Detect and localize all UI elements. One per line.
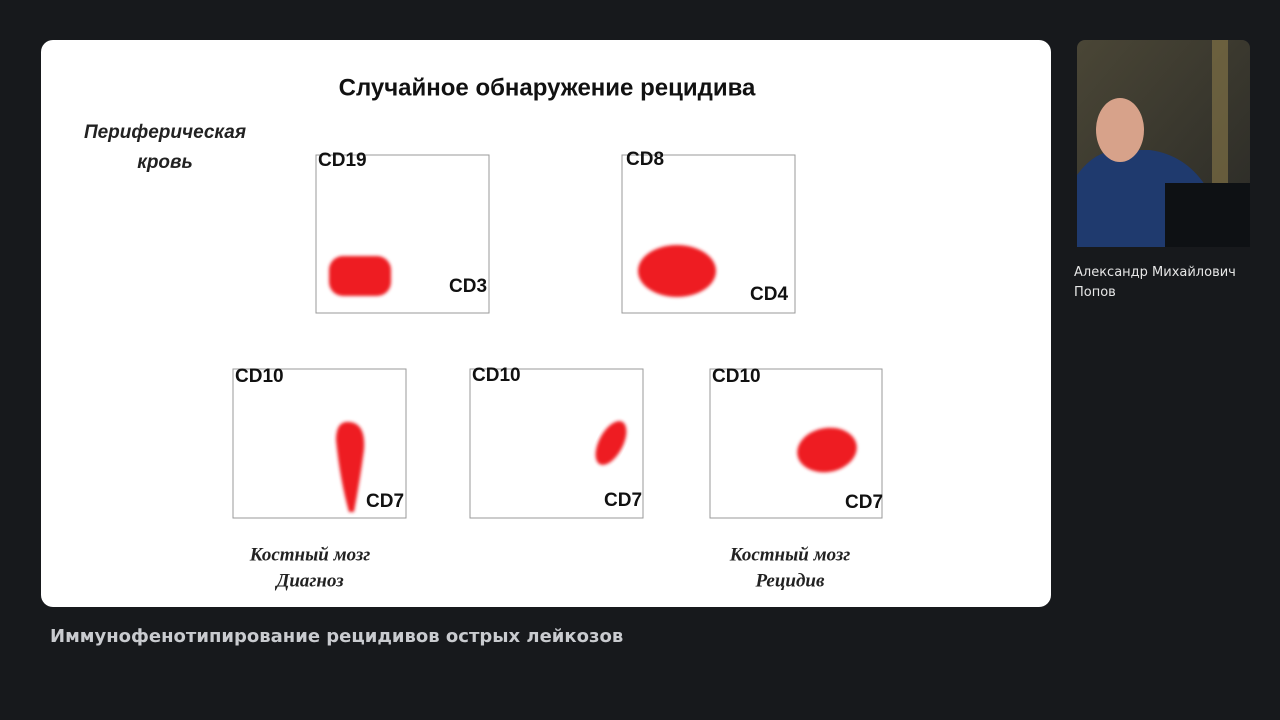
x-label: CD3: [449, 276, 487, 297]
cell-cluster: [329, 256, 391, 296]
speaker-video[interactable]: [1077, 40, 1250, 247]
plot-frame: [232, 368, 407, 519]
y-label: CD10: [235, 366, 284, 387]
speaker-name: Александр Михайлович Попов: [1074, 265, 1236, 300]
background-door: [1212, 40, 1228, 190]
y-label: CD19: [318, 150, 367, 171]
scatter-plot: CD8 CD4: [621, 149, 796, 314]
scatter-plot: CD10 CD7: [232, 366, 407, 519]
x-label: CD7: [366, 491, 404, 512]
plot-frame: [315, 154, 490, 314]
x-label: CD4: [750, 284, 788, 305]
plot-caption: Диагноз: [274, 570, 344, 591]
plot-frame: [469, 368, 644, 519]
video-caption: Иммунофенотипирование рецидивов острых л…: [50, 626, 624, 647]
cell-cluster: [595, 421, 627, 465]
x-label: CD7: [845, 492, 883, 513]
y-label: CD10: [712, 366, 761, 387]
side-label: Периферическая: [84, 122, 246, 143]
cell-cluster: [638, 245, 716, 297]
side-label: кровь: [137, 152, 193, 173]
cell-cluster: [797, 427, 857, 473]
plot-caption: Рецидив: [755, 570, 825, 591]
cell-cluster: [336, 421, 365, 512]
plot-caption: Костный мозг: [729, 544, 851, 565]
monitor: [1165, 183, 1250, 247]
slide: [41, 40, 1051, 607]
plot-frame: [621, 154, 796, 314]
plot-caption: Костный мозг: [249, 544, 371, 565]
slide-title: Случайное обнаружение рецидива: [339, 74, 756, 101]
y-label: CD10: [472, 365, 521, 386]
plot-frame: [709, 368, 883, 519]
speaker-head: [1096, 98, 1144, 162]
y-label: CD8: [626, 149, 664, 170]
x-label: CD7: [604, 490, 642, 511]
scatter-plot: CD10 CD7: [709, 366, 883, 519]
scatter-plot: CD10 CD7: [469, 365, 644, 519]
scatter-plot: CD19 CD3: [315, 150, 490, 314]
